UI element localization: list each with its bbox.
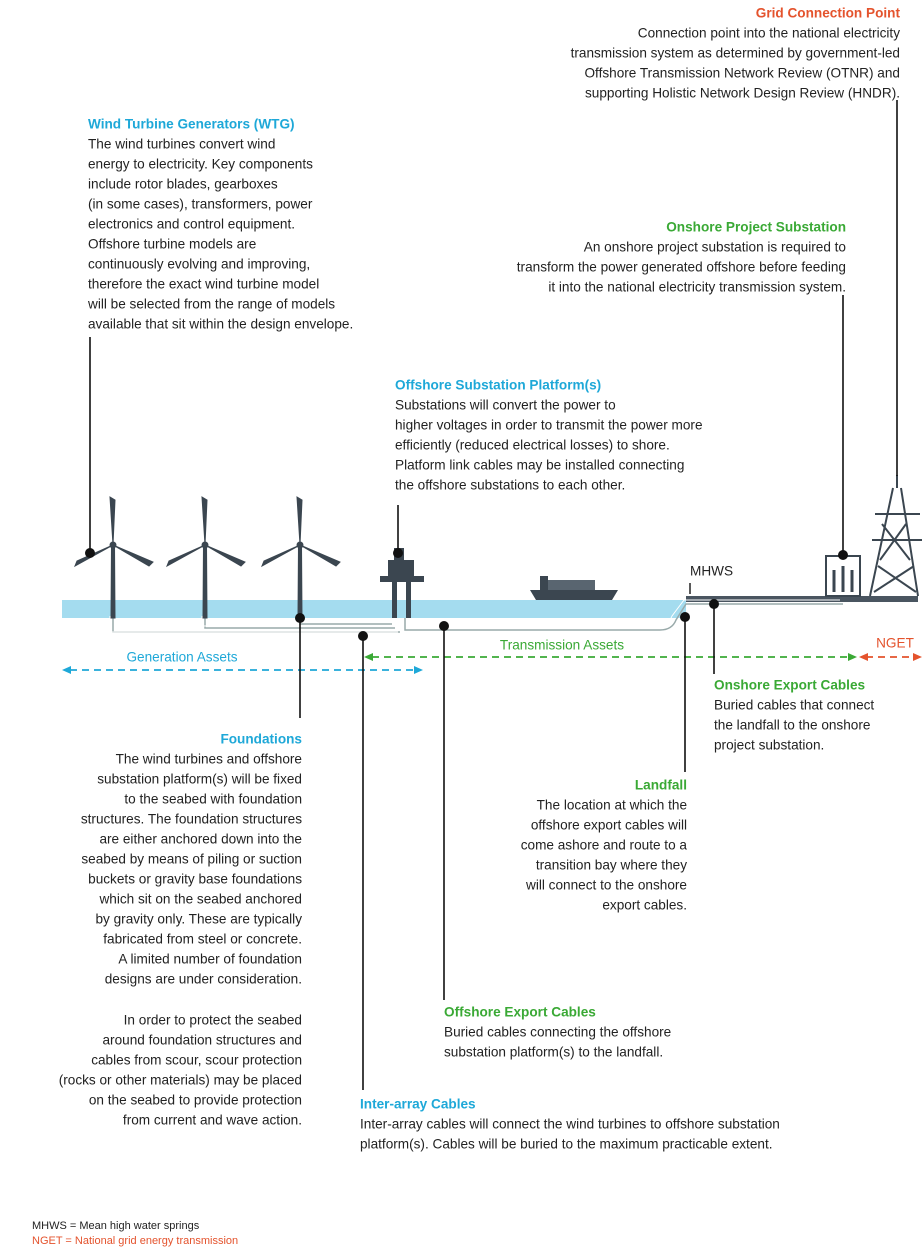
callout-line: the offshore substations to each other. (395, 478, 625, 493)
callout-line: on the seabed to provide protection (89, 1093, 302, 1108)
callout-title: Foundations (220, 732, 302, 747)
callout-landfall: Landfall The location at which the offshor… (521, 778, 688, 913)
callout-title: Offshore Substation Platform(s) (395, 378, 601, 393)
callout-line: buckets or gravity base foundations (88, 872, 302, 887)
callout-line: from current and wave action. (123, 1113, 302, 1128)
callout-line: project substation. (714, 738, 824, 753)
callout-onshore-substation: Onshore Project Substation An onshore pro… (517, 220, 846, 295)
mhws-label: MHWS (690, 564, 733, 579)
turbine (110, 544, 116, 619)
callout-line: are either anchored down into the (99, 832, 302, 847)
callout-line: designs are under consideration. (105, 972, 302, 987)
callout-title: Landfall (635, 778, 687, 793)
generation-assets: Generation Assets (126, 650, 237, 665)
footnote: MHWS = Mean high water springs (32, 1220, 200, 1232)
callout-line: transmission system as determined by gov… (571, 46, 900, 61)
callout-foundations: Foundations The wind turbines and offshor… (59, 732, 302, 1128)
callout-title: Grid Connection Point (756, 6, 901, 21)
callout-offshore-export: Offshore Export Cables Buried cables conn… (444, 1005, 671, 1060)
callout-line: which sit on the seabed anchored (98, 892, 302, 907)
turbine (297, 544, 303, 619)
callout-title: Inter-array Cables (360, 1097, 476, 1112)
callout-line: An onshore project substation is require… (584, 240, 846, 255)
blade (261, 496, 341, 568)
callout-title: Offshore Export Cables (444, 1005, 596, 1020)
callout-line: seabed by means of piling or suction (81, 852, 302, 867)
callout-inter-array: Inter-array Cables Inter-array cables wil… (360, 1097, 780, 1152)
callout-line: it into the national electricity transmi… (548, 280, 846, 295)
callout-line: available that sit within the design env… (88, 317, 353, 332)
callout-grid-connection: Grid Connection Point Connection point in… (571, 6, 901, 101)
nget-label: NGET (876, 636, 914, 651)
callout-line: around foundation structures and (102, 1033, 302, 1048)
callout-line: energy to electricity. Key components (88, 157, 313, 172)
callout-line: Offshore Transmission Network Review (OT… (584, 66, 900, 81)
callout-line: transform the power generated offshore b… (517, 260, 846, 275)
callout-title: Onshore Project Substation (666, 220, 846, 235)
callout-line: will be selected from the range of model… (87, 297, 335, 312)
callout-title: Wind Turbine Generators (WTG) (88, 117, 295, 132)
callout-line: supporting Holistic Network Design Revie… (585, 86, 900, 101)
callout-line: The location at which the (537, 798, 687, 813)
callout-line: substation platform(s) to the landfall. (444, 1045, 663, 1060)
callout-line: The wind turbines convert wind (88, 137, 275, 152)
hub (109, 541, 117, 549)
callout-line: substation platform(s) will be fixed (97, 772, 302, 787)
callout-line: will connect to the onshore (525, 878, 687, 893)
callout-line: The wind turbines and offshore (116, 752, 302, 767)
callout-line: the landfall to the onshore (714, 718, 870, 733)
callout-line: Offshore turbine models are (88, 237, 256, 252)
callout-line: come ashore and route to a (521, 838, 688, 853)
callout-line: fabricated from steel or concrete. (103, 932, 302, 947)
callout-line: Inter-array cables will connect the wind… (360, 1117, 780, 1132)
blade (166, 496, 246, 568)
callout-wtg: Wind Turbine Generators (WTG) The wind tu… (87, 117, 353, 332)
transmission-assets: Transmission Assets (500, 638, 624, 653)
callout-line: Buried cables that connect (714, 698, 874, 713)
turbine (202, 544, 208, 619)
callout-line: higher voltages in order to transmit the… (395, 418, 703, 433)
callout-line: offshore export cables will (531, 818, 687, 833)
callout-onshore-export: Onshore Export Cables Buried cables that … (714, 678, 874, 753)
callout-line: Substations will convert the power to (395, 398, 616, 413)
callout-line: structures. The foundation structures (81, 812, 302, 827)
hub (201, 541, 209, 549)
callout-line: Connection point into the national elect… (638, 26, 900, 41)
callout-line: include rotor blades, gearboxes (88, 177, 278, 192)
callout-line: cables from scour, scour protection (91, 1053, 302, 1068)
callout-line: continuously evolving and improving, (88, 257, 310, 272)
callout-line: by gravity only. These are typically (95, 912, 302, 927)
scene (62, 100, 922, 1090)
callout-line: (rocks or other materials) may be placed (59, 1073, 302, 1088)
hub (296, 541, 304, 549)
callout-line: to the seabed with foundation (124, 792, 302, 807)
callout-title: Onshore Export Cables (714, 678, 865, 693)
callout-line: Platform link cables may be installed co… (395, 458, 684, 473)
callout-line: export cables. (602, 898, 687, 913)
footnote: NGET = National grid energy transmission (32, 1235, 238, 1247)
callout-line: transition bay where they (536, 858, 687, 873)
callout-line: therefore the exact wind turbine model (88, 277, 319, 292)
callout-line: platform(s). Cables will be buried to th… (360, 1137, 773, 1152)
callout-line: In order to protect the seabed (124, 1013, 302, 1028)
callout-offshore-substation: Offshore Substation Platform(s) Substatio… (395, 378, 703, 493)
callout-line: efficiently (reduced electrical losses) … (395, 438, 670, 453)
callout-line: A limited number of foundation (118, 952, 302, 967)
callout-line: electronics and control equipment. (88, 217, 295, 232)
callout-line: (in some cases), transformers, power (88, 197, 313, 212)
callout-line: Buried cables connecting the offshore (444, 1025, 671, 1040)
